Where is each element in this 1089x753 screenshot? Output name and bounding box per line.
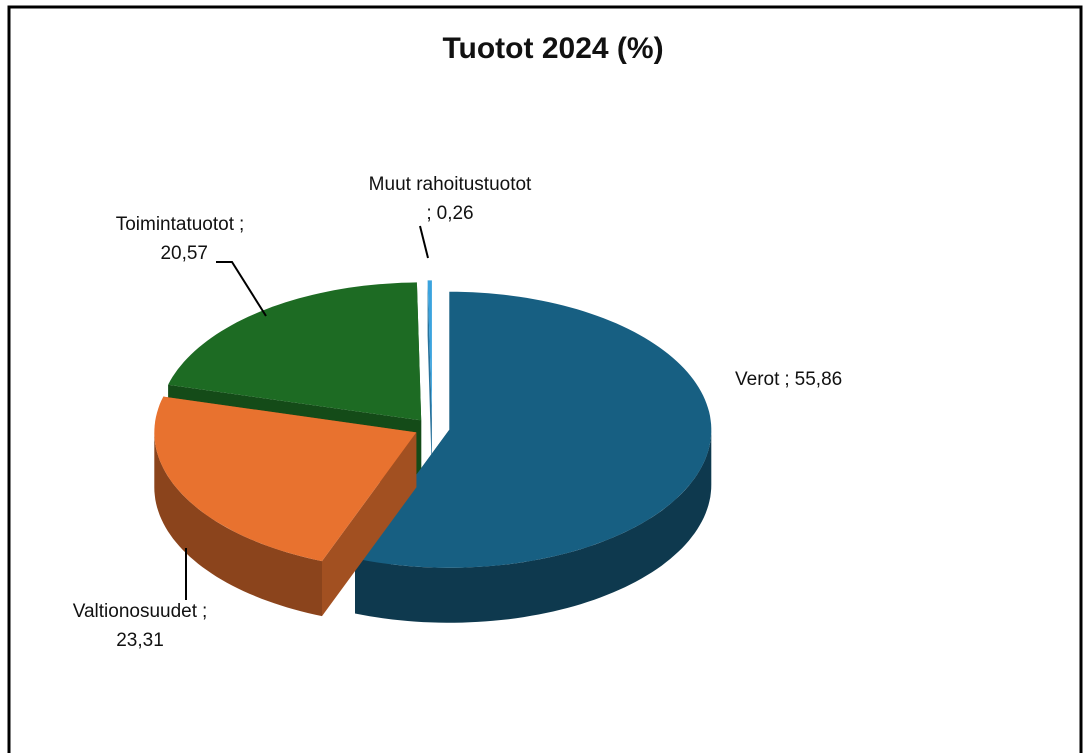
slice-top: [427, 280, 432, 419]
data-label: Valtionosuudet;: [73, 601, 208, 622]
data-label: 20,57: [160, 243, 208, 264]
category-label: Valtionosuudet: [73, 601, 198, 622]
slice-side: [154, 432, 322, 617]
leader-line: [216, 261, 267, 317]
label-separator: ;: [426, 203, 431, 224]
data-label: 23,31: [116, 630, 164, 651]
data-label: Verot; 55,86: [735, 369, 842, 390]
label-separator: ;: [202, 601, 207, 622]
data-label: Muut rahoitustuotot: [369, 174, 532, 195]
slice: [154, 396, 417, 617]
slice-wall: [427, 280, 432, 474]
slice: [355, 291, 712, 623]
chart-title: Tuotot 2024 (%): [442, 32, 663, 65]
category-label: Toimintatuotot: [116, 214, 235, 235]
label-separator: ;: [239, 214, 244, 235]
category-label: Verot: [735, 369, 780, 390]
value-label: 55,86: [795, 369, 843, 390]
leader-line: [419, 225, 429, 259]
label-separator: ;: [784, 369, 789, 390]
slice-top: [355, 291, 712, 568]
value-label: 0,26: [437, 203, 474, 224]
value-label: 20,57: [160, 243, 208, 264]
slice-side: [355, 429, 712, 623]
category-label: Muut rahoitustuotot: [369, 174, 532, 195]
slice: [427, 280, 432, 474]
data-label: ; 0,26: [426, 203, 473, 224]
value-label: 23,31: [116, 630, 164, 651]
slice-top: [168, 282, 422, 421]
data-label: Toimintatuotot;: [116, 214, 245, 235]
slice-top: [154, 396, 417, 562]
